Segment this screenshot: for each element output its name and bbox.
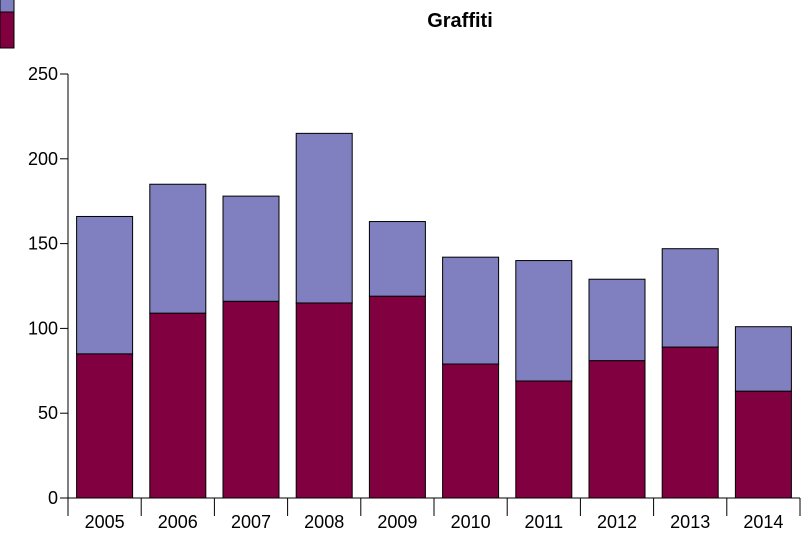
x-tick-label: 2008 [304,512,344,532]
y-tick-label: 150 [28,234,58,254]
bar-series-2-2012 [588,278,646,362]
y-tick-label: 250 [28,64,58,84]
legend-swatch-series-1 [0,11,15,49]
chart-title: Graffiti [427,10,493,32]
bar-series-1-2010 [442,363,500,499]
y-tick-label: 100 [28,318,58,338]
x-tick-label: 2013 [670,512,710,532]
bar-series-2-2007 [222,195,280,302]
x-tick-label: 2005 [85,512,125,532]
bar-series-1-2009 [368,295,426,499]
legend [0,0,15,49]
bar-series-2-2011 [515,260,573,382]
x-tick-label: 2009 [377,512,417,532]
bar-series-2-2005 [76,215,134,355]
bar-series-1-2014 [734,390,792,499]
bar-series-1-2006 [149,312,207,499]
bar-series-2-2013 [661,248,719,348]
bar-series-1-2005 [76,353,134,499]
x-tick-label: 2014 [743,512,783,532]
y-tick-label: 0 [48,488,58,508]
x-tick-label: 2006 [158,512,198,532]
bar-series-2-2014 [734,326,792,392]
bar-series-1-2011 [515,380,573,499]
bar-series-1-2012 [588,360,646,499]
bar-series-1-2007 [222,300,280,499]
bar-series-2-2006 [149,183,207,314]
y-axis: 0 50 100 150 200 250 [28,64,69,508]
bar-series-2-2008 [295,132,353,304]
bar-series-2-2010 [442,256,500,365]
legend-swatch-series-2 [0,0,15,13]
bars [76,132,792,499]
x-tick-label: 2010 [451,512,491,532]
bar-series-2-2009 [368,221,426,297]
x-tick-label: 2007 [231,512,271,532]
y-tick-label: 50 [38,403,58,423]
x-tick-label: 2012 [597,512,637,532]
x-tick-label: 2011 [524,512,563,532]
x-axis: 2005 2006 2007 2008 2009 2010 2011 2012 2013 2014 [67,497,801,532]
bar-series-1-2008 [295,302,353,499]
y-tick-label: 200 [28,149,58,169]
bar-series-1-2013 [661,346,719,499]
